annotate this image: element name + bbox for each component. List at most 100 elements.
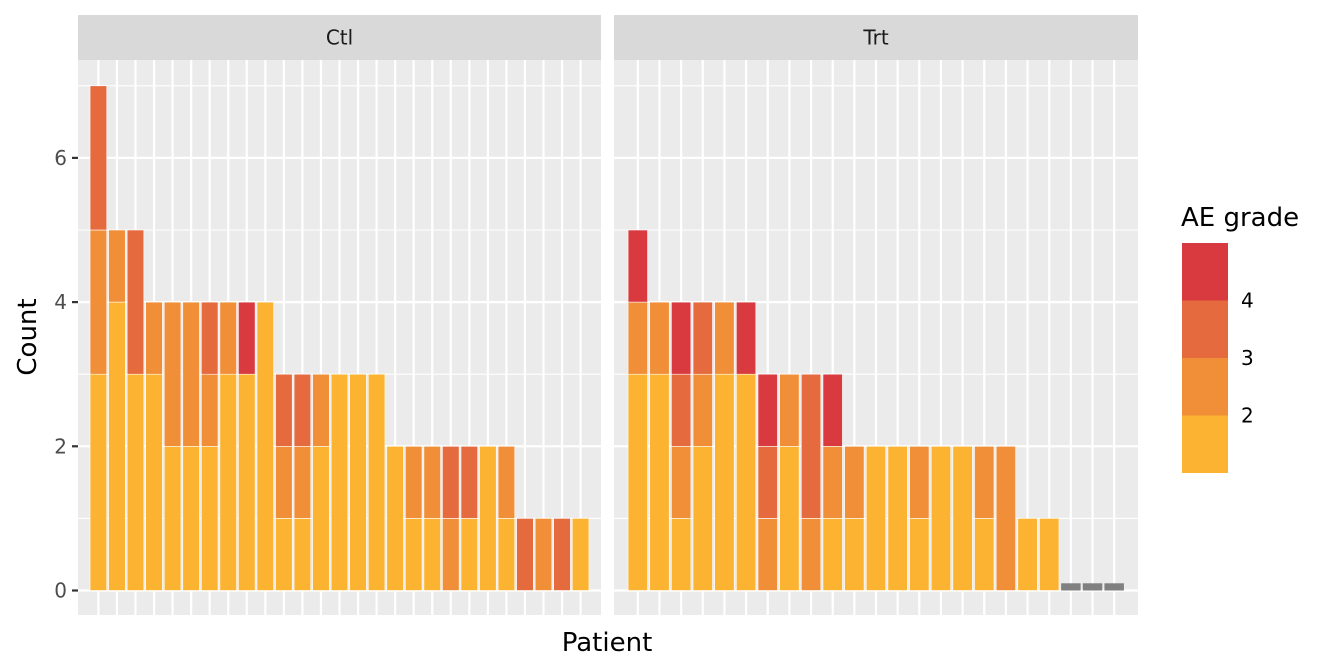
bar-segment-grade-3 [800, 373, 822, 519]
bar-segment-grade-3 [692, 301, 713, 375]
bar-segment-grade-2 [534, 518, 553, 591]
bar-segment-grade-2 [201, 373, 219, 447]
bar-segment-grade-1 [736, 373, 757, 591]
y-tick-label: 2 [54, 434, 67, 458]
bar-segment-grade-3 [275, 373, 293, 447]
bar-segment-grade-2 [182, 301, 200, 447]
bar-segment-grade-2 [442, 518, 460, 591]
bar-segment-grade-2 [89, 229, 108, 375]
bar-segment-grade-1 [182, 445, 200, 591]
bar-segment-grade-4 [736, 301, 757, 375]
bar-segment-grade-1 [692, 445, 713, 591]
bar-segment-grade-4 [671, 301, 692, 375]
bar-segment-grade-1 [275, 518, 293, 591]
bar-segment-grade-1 [571, 518, 590, 591]
legend-key-grade-4 [1182, 243, 1228, 301]
bar-segment-grade-1 [256, 301, 274, 591]
bar-segment-grade-1 [1017, 518, 1038, 591]
bar-segment-grade-2 [293, 445, 312, 519]
bar-segment-grade-4 [238, 301, 256, 375]
bar-segment-no-ae [1061, 583, 1081, 591]
facet-strip-label: Ctl [326, 26, 353, 50]
bar-segment-grade-3 [553, 518, 571, 591]
bar-segment-grade-4 [627, 229, 648, 303]
bar-segment-grade-2 [312, 373, 330, 447]
facet-strip-label: Trt [862, 26, 889, 50]
bar-segment-grade-2 [779, 373, 800, 447]
bar-segment-no-ae [1104, 583, 1124, 591]
bar-segment-grade-1 [386, 445, 404, 591]
y-tick-label: 0 [54, 579, 67, 603]
bar-segment-grade-1 [627, 373, 648, 591]
bar-segment-grade-1 [974, 518, 995, 591]
bar-segment-grade-1 [479, 445, 497, 591]
bar-segment-grade-2 [909, 445, 930, 519]
legend-label: 2 [1241, 404, 1254, 428]
bar-segment-grade-1 [714, 373, 735, 591]
bar-segment-grade-2 [423, 445, 441, 519]
bar-segment-grade-1 [126, 373, 145, 591]
bar-segment-grade-2 [275, 445, 293, 519]
bar-segment-grade-2 [757, 518, 778, 591]
bar-segment-grade-1 [779, 445, 800, 591]
bar-segment-grade-2 [145, 301, 163, 375]
bar-segment-grade-3 [89, 85, 108, 231]
bar-segment-grade-2 [844, 445, 865, 519]
axis-layer: 0 2 4 6 [54, 146, 78, 603]
bar-segment-grade-2 [822, 445, 843, 519]
bar-segment-grade-1 [330, 373, 349, 591]
bar-segment-grade-2 [108, 229, 126, 303]
legend: AE grade 4 3 2 [1181, 203, 1299, 473]
bar-segment-grade-1 [367, 373, 386, 591]
bar-segment-grade-1 [649, 373, 670, 591]
bar-segment-grade-1 [163, 445, 182, 591]
bar-segment-grade-1 [293, 518, 312, 591]
bar-segment-grade-2 [163, 301, 182, 447]
bar-segment-grade-3 [201, 301, 219, 375]
bar-segment-grade-1 [349, 373, 367, 591]
bar-segment-grade-4 [757, 373, 778, 447]
bar-segment-grade-1 [822, 518, 843, 591]
bar-segment-grade-1 [423, 518, 441, 591]
bar-segment-grade-3 [442, 445, 460, 519]
bar-segment-grade-1 [671, 518, 692, 591]
bar-segment-grade-2 [497, 445, 516, 519]
bar-segment-grade-3 [126, 229, 145, 375]
bar-segment-grade-1 [108, 301, 126, 591]
bar-segment-grade-2 [800, 518, 822, 591]
bar-segment-grade-2 [692, 373, 713, 447]
bar-segment-grade-2 [714, 301, 735, 375]
bar-segment-grade-2 [995, 445, 1016, 591]
bar-segment-grade-2 [974, 445, 995, 519]
bar-segment-grade-2 [405, 445, 423, 519]
bar-segment-grade-1 [145, 373, 163, 591]
bar-segment-grade-3 [671, 373, 692, 447]
facet-strip [614, 15, 1138, 60]
bar-segment-grade-1 [952, 445, 973, 591]
legend-title: AE grade [1181, 203, 1299, 233]
bar-segment-grade-1 [930, 445, 952, 591]
bar-segment-grade-3 [293, 373, 312, 447]
y-tick-label: 4 [54, 290, 67, 314]
y-axis-title: Count [13, 298, 43, 375]
legend-label: 3 [1241, 346, 1254, 370]
bar-segment-grade-1 [312, 445, 330, 591]
bar-segment-grade-2 [671, 445, 692, 519]
bar-segment-grade-1 [497, 518, 516, 591]
legend-key-grade-2 [1182, 358, 1228, 416]
bar-segment-grade-1 [89, 373, 108, 591]
bar-layer [89, 85, 1124, 591]
bar-segment-grade-4 [822, 373, 843, 447]
bar-segment-grade-1 [1039, 518, 1060, 591]
bar-segment-grade-1 [405, 518, 423, 591]
bar-segment-grade-1 [887, 445, 908, 591]
bar-segment-grade-1 [219, 373, 237, 591]
bar-segment-grade-1 [909, 518, 930, 591]
x-axis-title: Patient [562, 628, 653, 658]
bar-segment-no-ae [1082, 583, 1103, 591]
bar-segment-grade-1 [865, 445, 887, 591]
facet-strip [78, 15, 601, 60]
bar-segment-grade-3 [460, 445, 478, 519]
bar-segment-grade-2 [219, 301, 237, 375]
